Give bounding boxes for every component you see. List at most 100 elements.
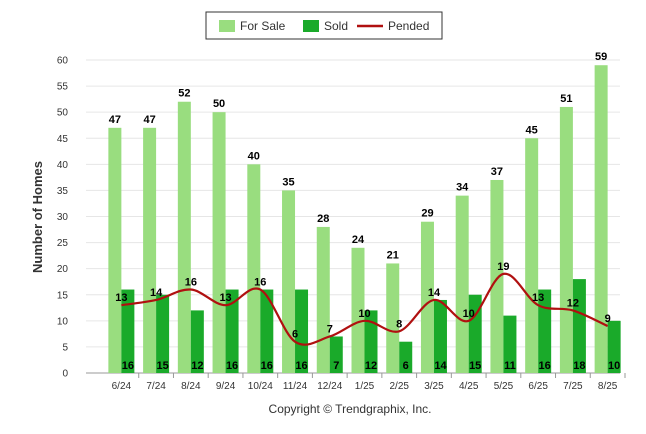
data-label-pended: 13 — [532, 292, 544, 304]
y-tick-label: 25 — [57, 238, 69, 249]
bar-sold[interactable] — [538, 289, 552, 373]
bar-sold[interactable] — [433, 299, 447, 373]
data-label-pended: 13 — [115, 292, 127, 304]
bar-sold[interactable] — [156, 294, 170, 373]
data-label-pended: 13 — [219, 292, 231, 304]
x-tick-label: 3/25 — [424, 381, 444, 392]
data-label-sold: 11 — [504, 360, 516, 372]
data-label-for-sale: 29 — [421, 208, 433, 220]
y-tick-label: 30 — [57, 212, 69, 223]
bar-sold[interactable] — [503, 315, 517, 373]
bar-for-sale[interactable] — [420, 221, 434, 373]
bar-sold[interactable] — [468, 294, 482, 373]
pended-line — [121, 272, 609, 346]
pended-line-path — [121, 272, 609, 346]
bar-for-sale[interactable] — [525, 138, 539, 373]
bar-sold[interactable] — [260, 289, 274, 373]
legend-item-pended[interactable]: Pended — [357, 19, 429, 33]
data-label-pended: 9 — [605, 313, 611, 325]
data-label-for-sale: 40 — [248, 150, 260, 162]
x-tick-label: 7/25 — [563, 381, 583, 392]
data-label-sold: 12 — [191, 360, 203, 372]
bar-for-sale[interactable] — [559, 106, 573, 373]
data-label-sold: 16 — [122, 360, 134, 372]
bar-for-sale[interactable] — [212, 112, 226, 374]
data-label-pended: 14 — [428, 287, 441, 299]
data-label-sold: 16 — [261, 360, 273, 372]
bar-sold[interactable] — [225, 289, 239, 373]
y-tick-label: 0 — [62, 369, 68, 380]
bar-sold[interactable] — [121, 289, 135, 373]
data-label-sold: 7 — [333, 360, 339, 372]
x-tick-label: 7/24 — [146, 381, 166, 392]
data-label-for-sale: 35 — [282, 176, 294, 188]
x-tick-label: 1/25 — [355, 381, 375, 392]
data-label-pended: 16 — [254, 277, 266, 289]
bar-for-sale[interactable] — [594, 65, 608, 373]
y-tick-label: 15 — [57, 290, 69, 301]
data-label-for-sale: 51 — [560, 93, 572, 105]
data-label-for-sale: 52 — [178, 88, 190, 100]
data-label-for-sale: 47 — [143, 114, 155, 126]
bar-sold[interactable] — [364, 310, 378, 373]
legend-label-for-sale: For Sale — [240, 19, 286, 33]
y-tick-label: 55 — [57, 82, 69, 93]
data-label-pended: 19 — [497, 261, 509, 273]
legend-swatch-for-sale — [219, 20, 235, 32]
data-label-pended: 10 — [358, 308, 370, 320]
y-tick-label: 40 — [57, 160, 69, 171]
bar-sold[interactable] — [295, 289, 309, 373]
y-axis-title: Number of Homes — [30, 161, 45, 273]
data-label-sold: 10 — [608, 360, 620, 372]
bar-for-sale[interactable] — [177, 101, 191, 373]
bar-sold[interactable] — [190, 310, 204, 373]
x-tick-label: 2/25 — [389, 381, 409, 392]
x-tick-label: 6/25 — [528, 381, 548, 392]
bar-for-sale[interactable] — [455, 195, 469, 373]
bar-for-sale[interactable] — [108, 127, 122, 373]
y-axis: 0 5 10 15 20 25 30 35 40 45 50 55 60 — [57, 56, 69, 380]
legend-label-sold: Sold — [324, 19, 348, 33]
bar-for-sale[interactable] — [351, 247, 365, 373]
x-tick-label: 9/24 — [216, 381, 236, 392]
data-label-sold: 16 — [226, 360, 238, 372]
x-tick-label: 8/24 — [181, 381, 201, 392]
y-tick-label: 10 — [57, 316, 69, 327]
bar-sold[interactable] — [329, 336, 343, 373]
data-label-for-sale: 45 — [526, 124, 538, 136]
bar-sold[interactable] — [572, 279, 586, 373]
data-label-sold: 16 — [539, 360, 551, 372]
data-label-pended: 6 — [292, 329, 298, 341]
bar-sold[interactable] — [399, 341, 413, 373]
bar-for-sale[interactable] — [386, 263, 400, 373]
data-label-for-sale: 59 — [595, 51, 607, 63]
x-tick-label: 8/25 — [598, 381, 618, 392]
legend: For Sale Sold Pended — [205, 11, 443, 40]
data-label-pended: 10 — [463, 308, 475, 320]
data-label-for-sale: 28 — [317, 213, 329, 225]
bar-for-sale[interactable] — [490, 179, 504, 373]
legend-item-sold[interactable]: Sold — [303, 19, 348, 33]
data-label-sold: 15 — [469, 360, 481, 372]
bar-for-sale[interactable] — [247, 164, 261, 373]
data-label-sold: 6 — [403, 360, 409, 372]
x-tick-label: 4/25 — [459, 381, 479, 392]
bar-for-sale[interactable] — [143, 127, 157, 373]
data-label-pended: 14 — [150, 287, 163, 299]
x-tick-label: 10/24 — [248, 381, 273, 392]
legend-item-for-sale[interactable]: For Sale — [219, 19, 286, 33]
data-label-sold: 18 — [573, 360, 585, 372]
data-label-for-sale: 34 — [456, 182, 469, 194]
copyright-text: Copyright © Trendgraphix, Inc. — [269, 402, 432, 416]
x-tick-label: 11/24 — [283, 381, 308, 392]
data-label-sold: 15 — [156, 360, 168, 372]
bar-for-sale[interactable] — [316, 226, 330, 373]
bar-for-sale[interactable] — [282, 190, 296, 373]
y-tick-label: 5 — [62, 342, 68, 353]
data-label-pended: 12 — [567, 297, 579, 309]
data-label-for-sale: 21 — [387, 249, 399, 261]
bar-sold[interactable] — [607, 320, 621, 373]
data-label-sold: 14 — [434, 360, 447, 372]
y-tick-label: 60 — [57, 56, 69, 67]
